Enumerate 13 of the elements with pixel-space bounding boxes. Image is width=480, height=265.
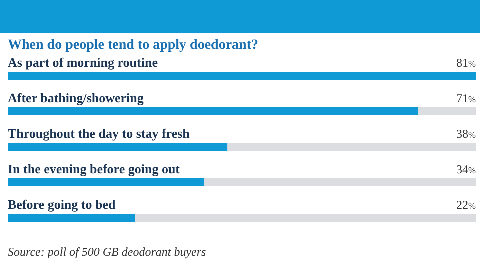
y-tick-label: After bathing/showering — [8, 90, 144, 106]
chart-title: When do people tend to apply doedorant? — [8, 38, 258, 53]
bar — [8, 72, 476, 80]
data-label: 38% — [456, 127, 476, 141]
data-label: 34% — [456, 162, 476, 176]
y-tick-label: Throughout the day to stay fresh — [8, 126, 191, 141]
data-label: 22% — [456, 198, 476, 212]
source-note: Source: poll of 500 GB deodorant buyers — [8, 245, 207, 259]
y-tick-label: As part of morning routine — [8, 55, 158, 70]
data-label: 81% — [456, 56, 476, 70]
y-tick-label: In the evening before going out — [8, 162, 181, 176]
data-label: 71% — [456, 92, 476, 106]
y-tick-label: Before going to bed — [8, 197, 116, 212]
